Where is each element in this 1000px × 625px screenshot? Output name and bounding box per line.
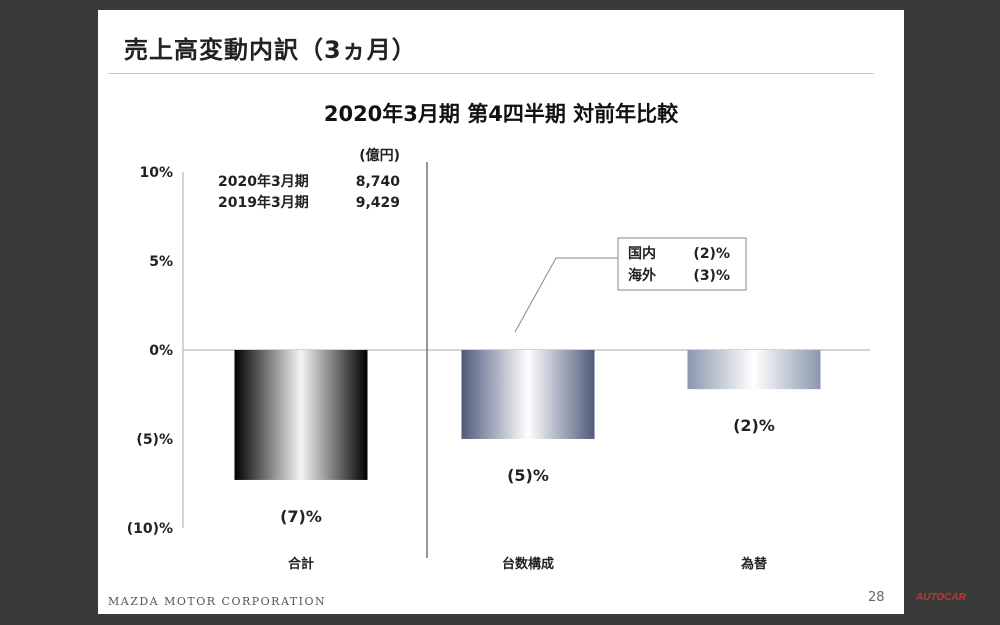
bar	[461, 350, 595, 439]
category-label: 為替	[741, 556, 768, 572]
callout-label-domestic: 国内	[628, 245, 656, 262]
callout-value-overseas: (3)%	[693, 268, 730, 284]
page-number: 28	[868, 590, 885, 605]
y-tick-label: (10)%	[127, 521, 173, 537]
company-footer: MAZDA MOTOR CORPORATION	[108, 595, 327, 608]
info-row-label-2019: 2019年3月期	[218, 194, 309, 211]
slide-title: 売上高変動内訳（3ヵ月）	[124, 36, 417, 64]
info-row-value-2019: 9,429	[356, 195, 400, 211]
category-label: 合計	[288, 556, 314, 572]
callout-label-overseas: 海外	[628, 267, 656, 284]
unit-label: (億円)	[359, 147, 400, 164]
y-tick-label: 5%	[149, 254, 173, 270]
chart: 10% 5% 0% (5)% (10)% (7)% (5)% (2)% 合計 台数構成 為替 (…	[127, 147, 870, 572]
callout-value-domestic: (2)%	[693, 246, 730, 262]
info-row-label-2020: 2020年3月期	[218, 173, 309, 190]
bar	[687, 350, 821, 390]
category-label: 台数構成	[502, 556, 554, 572]
bar-data-label: (7)%	[280, 507, 322, 526]
y-tick-label: 0%	[149, 343, 173, 359]
bar	[234, 350, 368, 480]
watermark-logo: AUTOCAR	[916, 592, 966, 603]
callout-box	[617, 237, 747, 291]
bar-data-label: (5)%	[507, 466, 549, 485]
bar-data-label: (2)%	[733, 416, 775, 435]
title-divider	[108, 73, 874, 74]
slide: 売上高変動内訳（3ヵ月） 2020年3月期 第4四半期 対前年比較	[98, 10, 904, 614]
y-tick-label: (5)%	[136, 432, 173, 448]
chart-title: 2020年3月期 第4四半期 対前年比較	[323, 102, 679, 126]
y-tick-label: 10%	[139, 165, 173, 181]
info-row-value-2020: 8,740	[356, 174, 401, 190]
callout-leader-line	[514, 257, 618, 333]
